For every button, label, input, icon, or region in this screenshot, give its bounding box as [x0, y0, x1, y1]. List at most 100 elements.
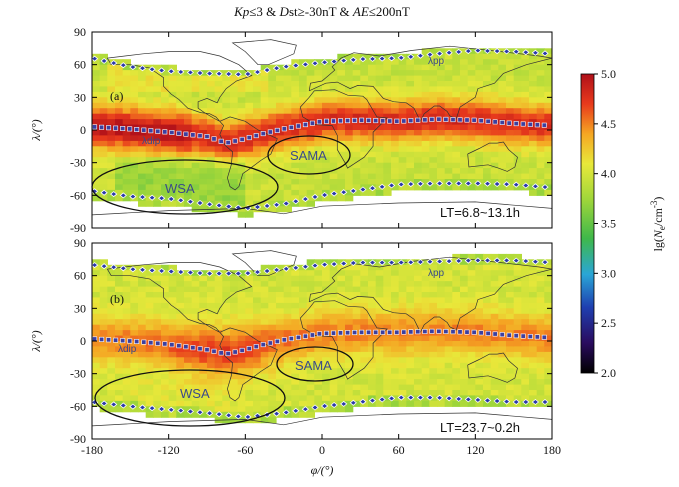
- heatmap-cell: [360, 64, 369, 71]
- y-tick-label: -90: [70, 221, 86, 235]
- heatmap-cell: [329, 173, 338, 180]
- dip-equator-marker: [527, 121, 533, 127]
- heatmap-cell: [184, 184, 193, 191]
- heatmap-cell: [253, 113, 262, 120]
- heatmap-cell: [253, 330, 262, 337]
- heatmap-cell: [314, 264, 323, 271]
- plasmapause-marker: [138, 194, 147, 201]
- heatmap-cell: [452, 357, 461, 364]
- heatmap-cell: [322, 302, 331, 309]
- heatmap-cell: [153, 102, 162, 109]
- plasmapause-marker: [138, 404, 147, 411]
- heatmap-cell: [529, 119, 538, 126]
- heatmap-cell: [122, 264, 131, 271]
- heatmap-cell: [360, 324, 369, 331]
- heatmap-cell: [138, 189, 147, 196]
- heatmap-cell: [145, 400, 154, 407]
- heatmap-cell: [306, 379, 315, 386]
- heatmap-cell: [306, 70, 315, 77]
- heatmap-cell: [222, 324, 231, 331]
- heatmap-cell: [506, 297, 515, 304]
- heatmap-cell: [237, 335, 246, 342]
- heatmap-cell: [314, 357, 323, 364]
- heatmap-cell: [383, 384, 392, 391]
- heatmap-cell: [437, 173, 446, 180]
- heatmap-cell: [115, 308, 124, 315]
- heatmap-cell: [421, 351, 430, 358]
- heatmap-cell: [283, 357, 292, 364]
- heatmap-cell: [429, 270, 438, 277]
- heatmap-cell: [260, 146, 269, 153]
- heatmap-cell: [199, 179, 208, 185]
- heatmap-cell: [322, 319, 331, 326]
- heatmap-cell: [475, 53, 484, 60]
- heatmap-cell: [260, 362, 269, 369]
- heatmap-cell: [115, 130, 124, 136]
- heatmap-cell: [276, 135, 285, 142]
- heatmap-cell: [237, 70, 246, 77]
- plasmapause-marker: [234, 413, 242, 420]
- heatmap-cell: [429, 335, 438, 342]
- heatmap-cell: [521, 113, 530, 120]
- heatmap-cell: [329, 313, 338, 320]
- heatmap-cell: [276, 173, 285, 180]
- heatmap-cell: [337, 86, 346, 93]
- heatmap-cell: [268, 346, 277, 353]
- heatmap-cell: [222, 302, 231, 309]
- heatmap-cell: [375, 373, 384, 380]
- heatmap-cell: [253, 351, 262, 358]
- heatmap-cell: [207, 346, 216, 353]
- plasmapause-marker: [330, 190, 338, 197]
- heatmap-cell: [398, 151, 407, 158]
- heatmap-cell: [337, 281, 346, 288]
- heatmap-cell: [498, 324, 507, 331]
- heatmap-cell: [506, 146, 515, 153]
- heatmap-cell: [421, 341, 430, 347]
- heatmap-cell: [176, 319, 185, 326]
- heatmap-cell: [337, 270, 346, 277]
- heatmap-cell: [222, 330, 231, 337]
- heatmap-cell: [460, 270, 469, 277]
- heatmap-cell: [230, 292, 239, 298]
- heatmap-cell: [260, 119, 269, 126]
- plasmapause-marker: [455, 395, 463, 402]
- heatmap-cell: [283, 146, 292, 153]
- heatmap-cell: [429, 324, 438, 331]
- dip-equator-marker: [464, 329, 470, 335]
- heatmap-cell: [237, 330, 246, 337]
- heatmap-cell: [414, 135, 423, 142]
- heatmap-cell: [467, 292, 476, 298]
- heatmap-cell: [483, 168, 492, 175]
- heatmap-cell: [122, 64, 131, 71]
- heatmap-cell: [145, 184, 154, 191]
- heatmap-cell: [460, 351, 469, 358]
- heatmap-cell: [214, 302, 223, 309]
- heatmap-cell: [437, 162, 446, 169]
- heatmap-cell: [161, 411, 170, 418]
- heatmap-cell: [513, 308, 522, 315]
- heatmap-cell: [130, 75, 139, 82]
- heatmap-cell: [199, 281, 208, 288]
- heatmap-cell: [291, 179, 300, 185]
- heatmap-cell: [544, 362, 552, 369]
- heatmap-cell: [176, 140, 185, 147]
- dip-equator-marker: [337, 118, 343, 124]
- heatmap-cell: [299, 75, 308, 82]
- heatmap-cell: [398, 319, 407, 326]
- dip-equator-marker: [415, 329, 421, 335]
- heatmap-cell: [521, 368, 530, 375]
- heatmap-cell: [536, 390, 545, 396]
- heatmap-cell: [107, 330, 116, 337]
- heatmap-cell: [199, 81, 208, 87]
- heatmap-cell: [184, 406, 193, 413]
- heatmap-cell: [191, 406, 200, 413]
- heatmap-cell: [138, 330, 147, 337]
- heatmap-cell: [375, 351, 384, 358]
- heatmap-cell: [207, 146, 216, 153]
- heatmap-cell: [544, 281, 552, 288]
- heatmap-cell: [421, 346, 430, 353]
- heatmap-cell: [115, 162, 124, 169]
- heatmap-cell: [521, 341, 530, 347]
- heatmap-cell: [92, 297, 101, 304]
- heatmap-cell: [452, 330, 461, 337]
